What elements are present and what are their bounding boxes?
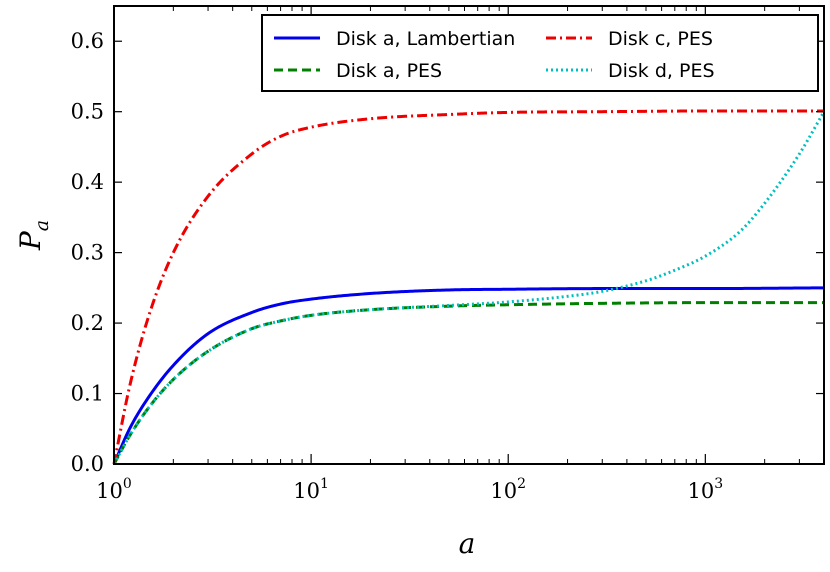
y-axis-label-sub: a [31,220,53,231]
series-line-4 [112,110,826,465]
plot-frame [113,5,825,465]
y-axis-label-main: P [14,230,47,251]
series-layer [112,109,826,465]
y-tick-label: 0.3 [71,241,104,265]
x-tick-label: 103 [688,476,724,503]
legend-box [261,14,819,92]
series-line-1 [112,286,825,465]
series-line-3 [112,109,824,465]
y-tick-label: 0.2 [71,311,104,335]
x-axis-label: a [459,527,476,560]
y-tick-label: 0.4 [71,170,104,194]
y-tick-label: 0.0 [71,452,104,476]
y-tick-label: 0.5 [71,100,104,124]
x-tick-label: 102 [490,476,526,503]
x-tick-label: 100 [96,476,132,503]
ticks-layer: 0.0 0.1 0.2 0.3 0.4 0.5 0.6 100 101 102 103 [71,6,825,503]
x-tick-label: 101 [293,476,329,503]
legend-label-1: Disk a, Lambertian [336,28,515,50]
y-axis-label: Pa [14,220,53,251]
legend-label-2: Disk a, PES [336,60,442,82]
y-tick-label: 0.1 [71,382,104,406]
legend-label-4: Disk d, PES [608,60,715,82]
legend: Disk a, Lambertian Disk a, PES Disk c, PES… [261,14,819,92]
y-tick-label: 0.6 [71,29,104,53]
svg-text:Pa: Pa [14,220,53,251]
legend-label-3: Disk c, PES [608,28,713,50]
